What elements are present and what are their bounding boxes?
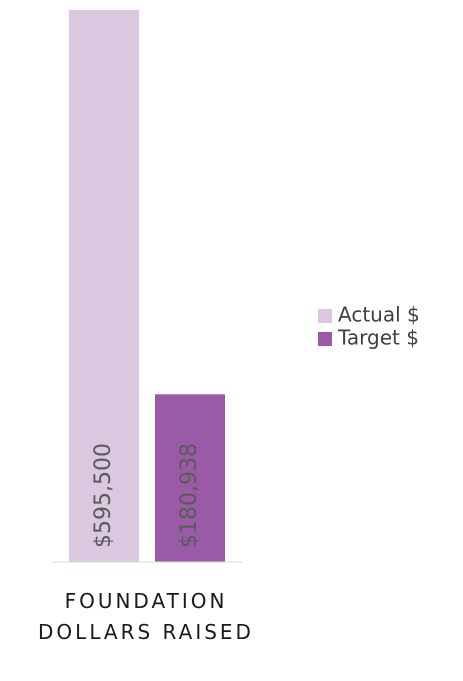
- bar: [155, 394, 225, 562]
- legend-swatch: [318, 309, 332, 323]
- value-label: $180,938: [177, 443, 202, 548]
- legend-label: Actual $: [338, 303, 420, 327]
- value-label: $595,500: [91, 443, 116, 548]
- bar: [69, 10, 139, 562]
- category-label: FOUNDATION DOLLARS RAISED: [38, 589, 254, 644]
- legend-swatch: [318, 332, 332, 346]
- legend-label: Target $: [337, 326, 419, 350]
